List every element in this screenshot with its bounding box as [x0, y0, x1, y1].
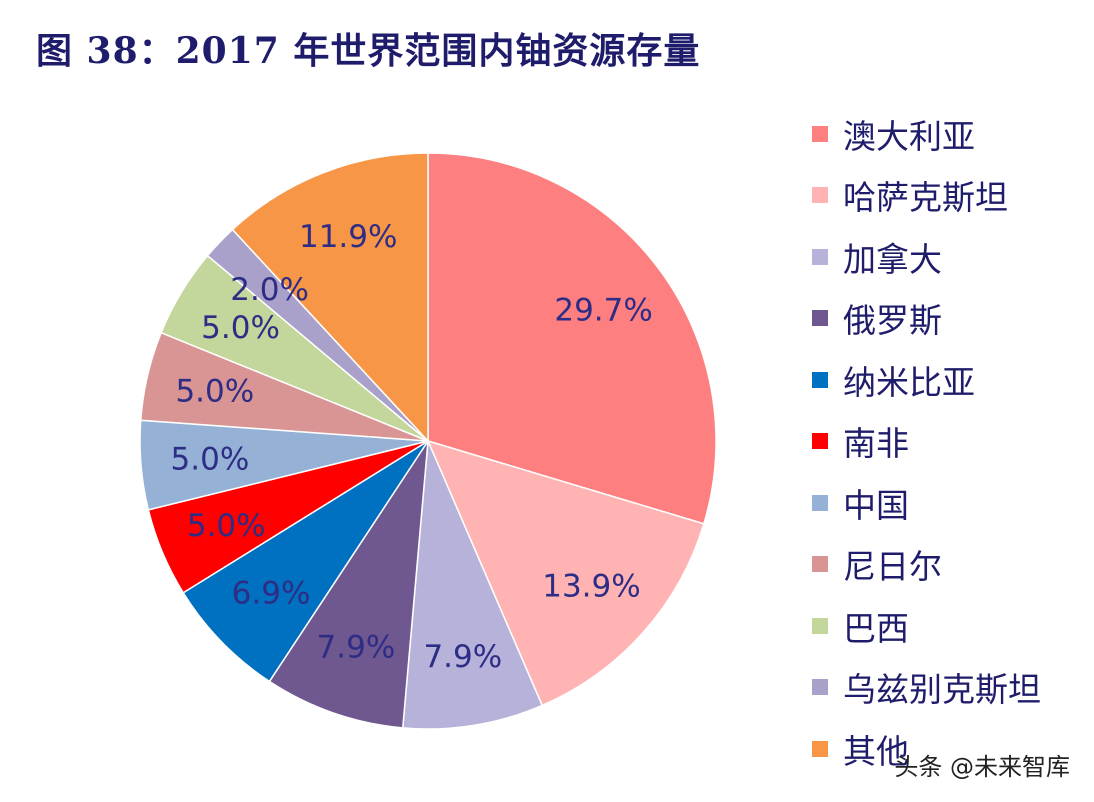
legend-swatch — [812, 125, 828, 142]
pie-slice — [231, 152, 429, 443]
legend-item: 南非 — [812, 411, 1094, 473]
legend-label: 其他 — [843, 731, 909, 771]
pie-slice — [268, 440, 429, 729]
legend-swatch — [812, 371, 828, 388]
data-label: 6.9% — [232, 576, 311, 612]
chart-legend: 澳大利亚哈萨克斯坦加拿大俄罗斯纳米比亚南非中国尼日尔巴西乌兹别克斯坦 其他 — [812, 103, 1094, 780]
legend-swatch — [812, 494, 828, 511]
chart-title: 图 38：2017 年世界范围内铀资源存量 — [36, 30, 701, 72]
legend-swatch — [812, 679, 828, 696]
legend-item: 其他 — [812, 718, 1094, 780]
legend-item: 哈萨克斯坦 — [812, 165, 1094, 227]
data-label: 5.0% — [171, 442, 250, 478]
legend-swatch — [812, 433, 828, 450]
legend-label: 中国 — [843, 485, 909, 525]
data-label: 5.0% — [175, 373, 254, 409]
data-labels: 29.7%13.9%7.9%7.9%6.9%5.0%5.0%5.0%5.0%2.… — [171, 219, 653, 675]
legend-item: 澳大利亚 — [812, 103, 1094, 165]
legend-item: 加拿大 — [812, 226, 1094, 288]
legend-item: 纳米比亚 — [812, 349, 1094, 411]
legend-item: 巴西 — [812, 595, 1094, 657]
pie-slices — [139, 152, 717, 730]
legend-swatch — [812, 740, 828, 757]
data-label: 7.9% — [317, 630, 396, 666]
data-label: 29.7% — [554, 292, 652, 328]
legend-label: 加拿大 — [843, 239, 942, 279]
legend-label: 俄罗斯 — [843, 301, 942, 341]
legend-label: 澳大利亚 — [843, 116, 975, 156]
pie-slice — [427, 152, 717, 525]
data-label: 5.0% — [187, 508, 266, 544]
data-label: 7.9% — [423, 639, 502, 675]
legend-label: 乌兹别克斯坦 — [843, 670, 1041, 710]
data-label: 5.0% — [201, 310, 280, 346]
legend-swatch — [812, 310, 828, 327]
legend-label: 南非 — [843, 424, 909, 464]
legend-item: 乌兹别克斯坦 — [812, 657, 1094, 719]
legend-swatch — [812, 248, 828, 265]
legend-item: 中国 — [812, 472, 1094, 534]
data-label: 2.0% — [230, 272, 309, 308]
watermark: 头条 @未来智库 — [894, 753, 1070, 781]
legend-label: 巴西 — [843, 608, 909, 648]
legend-label: 尼日尔 — [843, 547, 942, 587]
pie-slice — [426, 439, 705, 707]
data-label: 11.9% — [299, 219, 397, 255]
legend-swatch — [812, 187, 828, 204]
data-label: 13.9% — [542, 569, 640, 605]
legend-label: 哈萨克斯坦 — [843, 178, 1008, 218]
legend-item: 俄罗斯 — [812, 288, 1094, 350]
legend-item: 尼日尔 — [812, 534, 1094, 596]
legend-swatch — [812, 617, 828, 634]
pie-slice — [182, 440, 429, 683]
pie-slice — [401, 440, 544, 730]
legend-swatch — [812, 556, 828, 573]
legend-label: 纳米比亚 — [843, 362, 975, 402]
